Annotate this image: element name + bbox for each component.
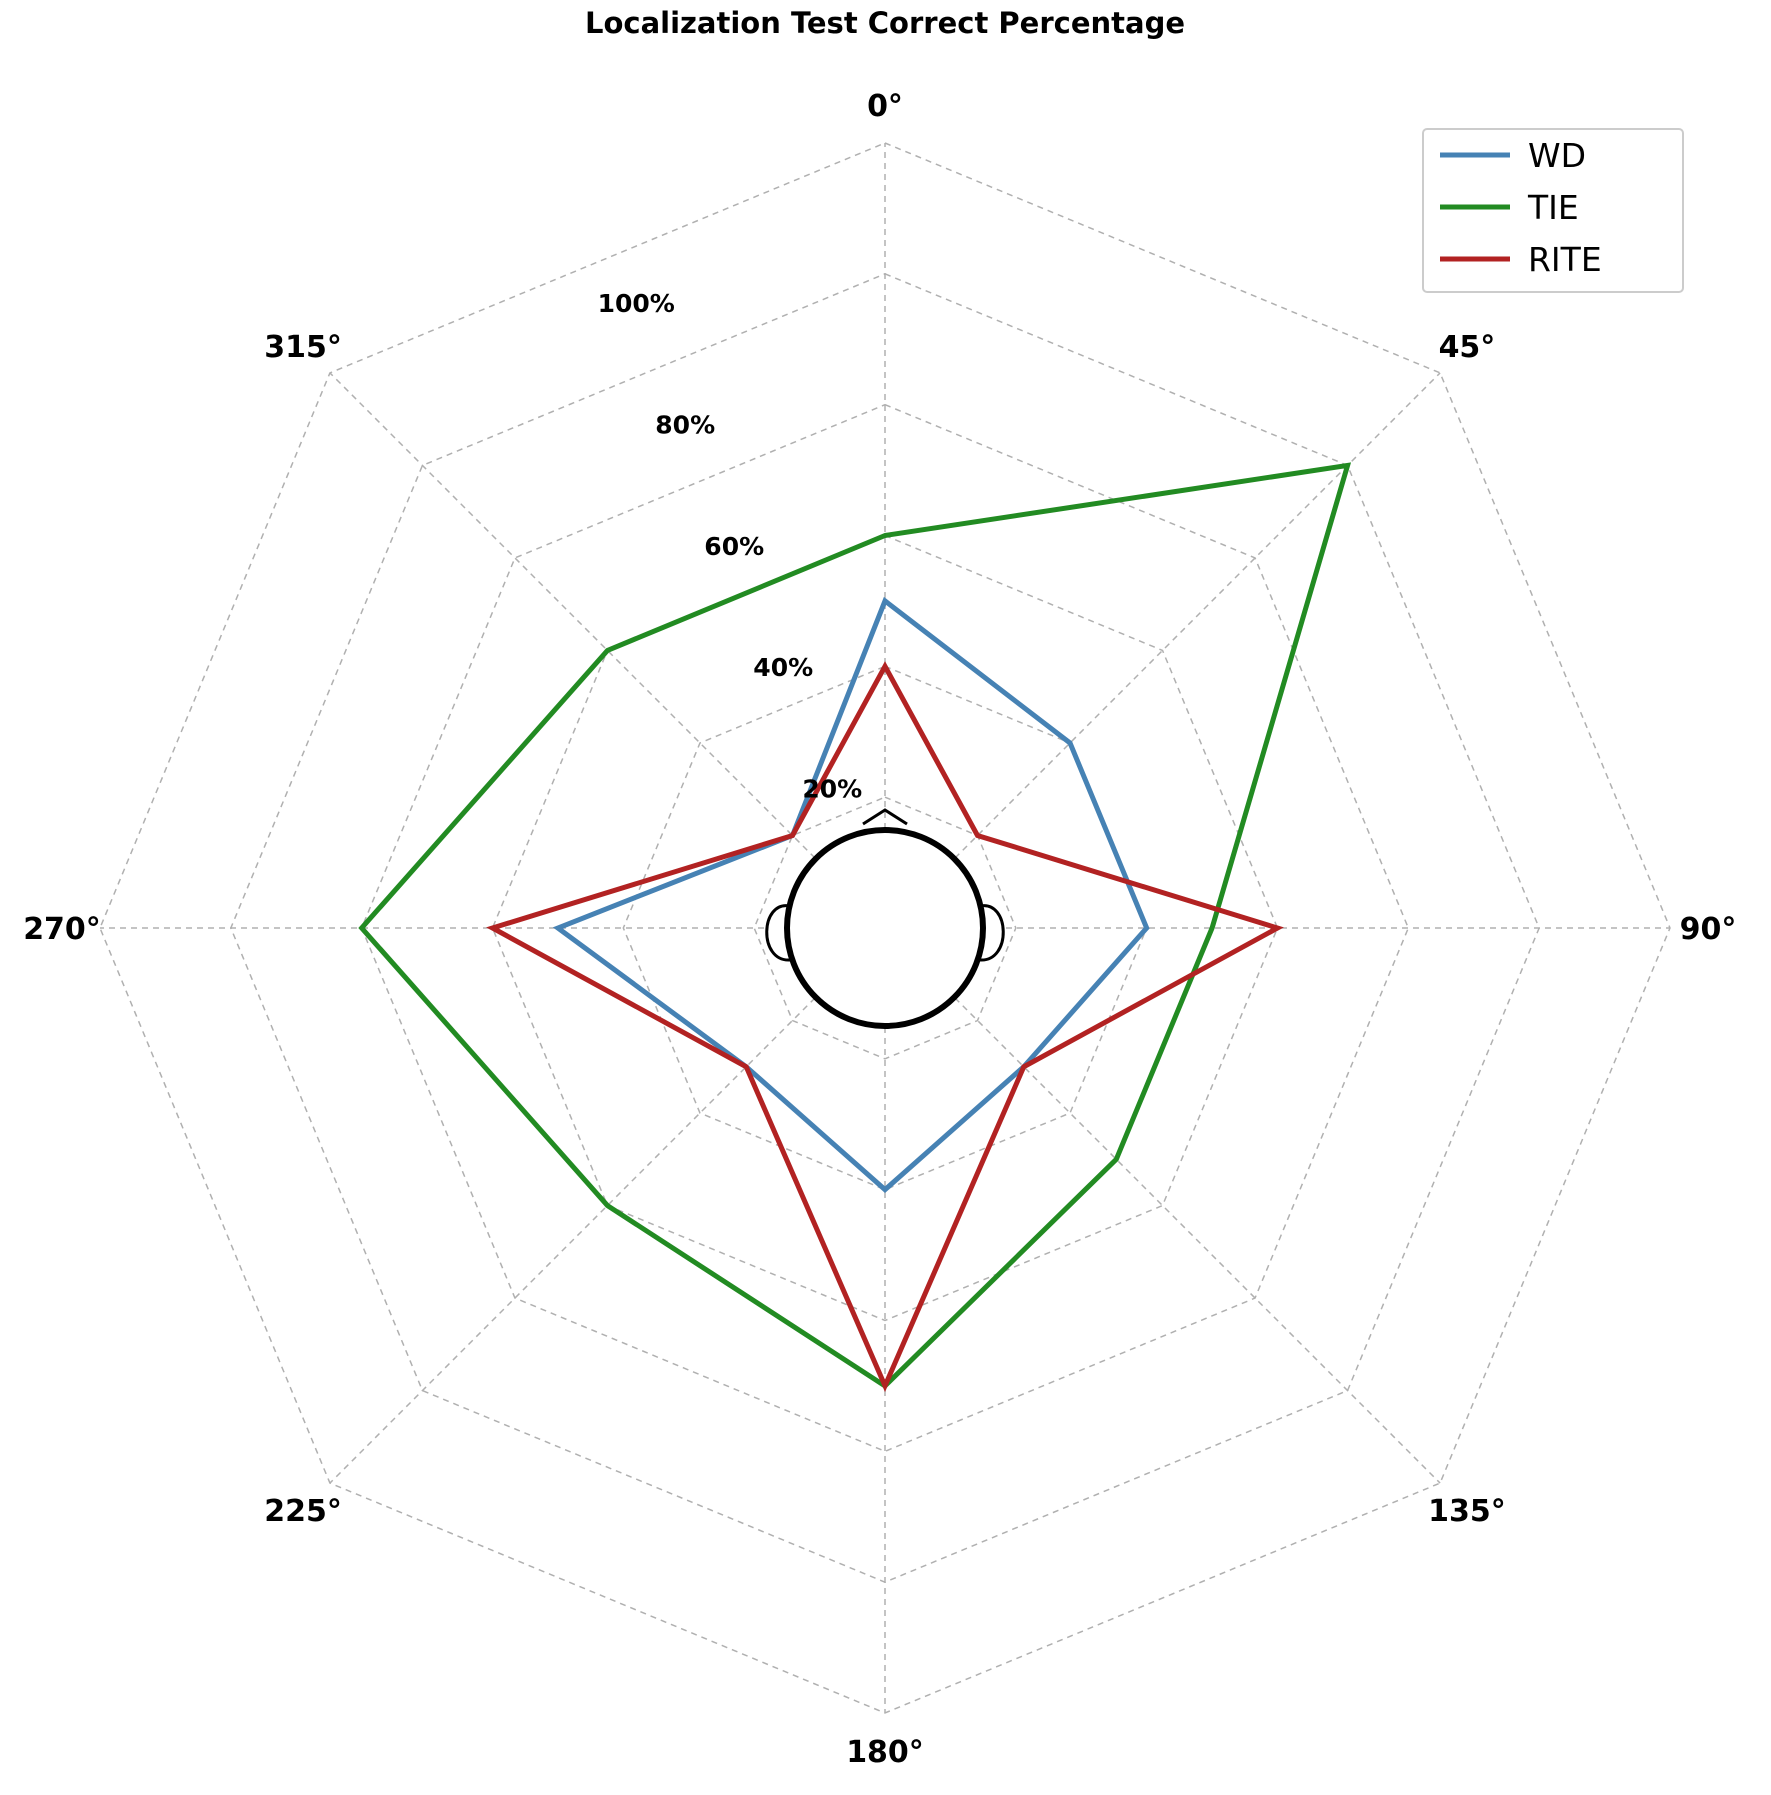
series-line-rite xyxy=(486,661,1284,1393)
legend-label-tie: TIE xyxy=(1527,188,1579,227)
series-layer xyxy=(358,462,1352,1393)
angle-tick-label: 315° xyxy=(264,330,342,365)
radial-tick-label: 40% xyxy=(753,653,813,682)
grid-spoke xyxy=(884,372,1441,929)
radial-tick-label: 80% xyxy=(655,411,715,440)
angle-tick-label: 225° xyxy=(264,1494,342,1529)
radial-tick-label: 20% xyxy=(802,774,862,803)
grid-spoke xyxy=(329,927,886,1484)
angle-tick-label: 135° xyxy=(1428,1494,1506,1529)
radial-tick-labels: 20% 40% 60% 80% 100% xyxy=(598,289,863,803)
legend: WD TIE RITE xyxy=(1422,128,1684,293)
series-line-wd xyxy=(552,596,1150,1194)
radial-tick-label: 60% xyxy=(704,532,764,561)
grid-spoke xyxy=(884,927,1441,1484)
angle-tick-label: 90° xyxy=(1680,912,1737,947)
grid-ring xyxy=(491,534,1279,1322)
radial-tick-label: 100% xyxy=(598,289,675,318)
angle-tick-labels: 0° 45° 90° 135° 180° 225° 270° 315° xyxy=(23,89,1736,1770)
angle-tick-label: 180° xyxy=(846,1735,924,1770)
grid-ring xyxy=(753,796,1017,1060)
head-top-view-icon xyxy=(765,808,1005,1029)
angle-tick-label: 0° xyxy=(867,89,903,124)
legend-label-rite: RITE xyxy=(1528,240,1602,279)
grid-spoke xyxy=(329,372,886,929)
legend-frame xyxy=(1422,128,1684,293)
legend-label-wd: WD xyxy=(1528,136,1586,175)
angle-tick-label: 270° xyxy=(23,912,101,947)
angle-tick-label: 45° xyxy=(1439,330,1496,365)
chart-title: Localization Test Correct Percentage xyxy=(585,6,1185,40)
